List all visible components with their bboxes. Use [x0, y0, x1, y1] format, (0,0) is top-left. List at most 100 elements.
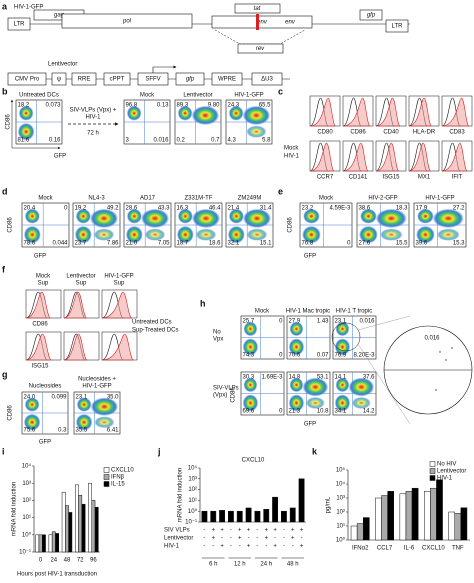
sign: -	[256, 528, 258, 534]
vector-label: CMV Pro	[15, 77, 40, 83]
density	[126, 105, 142, 121]
histogram-curve	[63, 333, 88, 361]
density	[191, 208, 221, 229]
quadrant-value: 0.016	[359, 319, 375, 325]
panel-letter: b	[2, 86, 8, 96]
bar	[298, 478, 305, 523]
histogram-curve	[25, 333, 52, 361]
zoom-value: 0.016	[424, 336, 440, 342]
legend-entry: HIV-1	[437, 476, 453, 482]
density	[432, 208, 464, 229]
vector-part	[51, 72, 67, 86]
zoom-gate	[331, 322, 361, 352]
marker-label: CD86	[32, 322, 48, 328]
construct-label: Lentivector	[48, 62, 77, 68]
density	[289, 321, 304, 337]
y-tick-label: 10⁰	[188, 508, 198, 515]
marker-label: CD80	[317, 130, 333, 136]
quadrant-value: 4.3	[228, 138, 237, 144]
gene-box	[61, 13, 193, 29]
legend-entry: HIV-1	[284, 154, 300, 160]
bar	[236, 510, 243, 523]
density	[375, 208, 407, 229]
density	[302, 225, 321, 244]
gene-label: pol	[122, 19, 132, 25]
y-tick-label: 10¹	[22, 515, 31, 521]
quadrant-value: 76.9	[335, 353, 347, 359]
marker-label: IFIT	[452, 175, 463, 181]
y-tick-label: 10²	[336, 510, 345, 516]
column-title: Sup	[38, 281, 49, 287]
density	[177, 208, 193, 224]
construct-label: HIV-1-GFP	[14, 5, 43, 11]
density	[242, 105, 271, 126]
y-tick-label: 10⁻¹	[19, 550, 31, 556]
legend-entry: Lentivector	[437, 469, 466, 475]
quadrant-value: 23.1	[335, 319, 347, 325]
quadrant-value: 14.8	[289, 375, 301, 381]
plot-title: Mock	[319, 196, 334, 202]
vector-label: RRE	[78, 77, 91, 83]
quadrant-value: 69.6	[243, 409, 255, 415]
histogram-curve	[101, 291, 133, 319]
quadrant-value: 35.5	[76, 428, 88, 434]
vector-part	[71, 72, 97, 86]
density	[24, 397, 40, 412]
histogram-curve	[375, 142, 400, 172]
quadrant-value: 81.6	[18, 138, 30, 144]
quadrant-value: 0	[279, 319, 283, 325]
sign: +	[264, 528, 268, 534]
column-title: HIV-1 Mac tropic	[286, 309, 330, 315]
density	[23, 413, 41, 431]
sign: -	[230, 544, 232, 550]
quadrant-value: 15.1	[260, 241, 272, 247]
quadrant-value: 25.7	[243, 319, 255, 325]
quadrant-value: 8.20E-3	[353, 353, 375, 359]
quadrant-value: 31.4	[260, 206, 272, 212]
sign: +	[220, 528, 224, 534]
bar	[363, 517, 370, 541]
density	[246, 125, 267, 138]
row-label: Lentivector	[164, 536, 193, 542]
sign: -	[248, 536, 250, 542]
quadrant-value: 38.6	[359, 206, 371, 212]
bar	[375, 497, 382, 541]
axis-label: CD86	[288, 217, 294, 233]
arrow-label: 72 h	[87, 131, 99, 137]
bar	[399, 493, 407, 541]
gene-label: rev	[256, 46, 265, 52]
legend-entry: No HIV	[437, 462, 456, 468]
sign: -	[274, 536, 276, 542]
x-tick-label: 24	[50, 558, 57, 564]
quadrant-value: 65.5	[259, 103, 271, 109]
sign: -	[283, 536, 285, 542]
sign: -	[221, 536, 223, 542]
quadrant-value: 0.7	[211, 138, 220, 144]
quadrant-value: 28.6	[126, 206, 138, 212]
histogram-curve	[25, 291, 51, 319]
quadrant-value: 15.5	[396, 241, 408, 247]
bar	[289, 507, 296, 523]
bar	[387, 491, 394, 541]
density	[75, 208, 91, 224]
quadrant-value: 18.6	[209, 241, 221, 247]
plot-title: NL4-3	[88, 196, 105, 202]
column-title: Sup	[76, 281, 87, 287]
quadrant-value: 21.0	[126, 241, 138, 247]
gene-label: tat	[254, 6, 261, 12]
y-tick-label: 10⁴	[336, 481, 346, 488]
sign: -	[203, 544, 205, 550]
density	[351, 396, 371, 409]
legend-entry: Sup-Treated DCs	[132, 328, 178, 334]
density	[334, 338, 351, 356]
quadrant-value: 15.3	[453, 241, 465, 247]
x-tick-label: 48	[64, 558, 71, 564]
row-label: Vpx	[213, 337, 223, 343]
marker-label: HLA-DR	[413, 130, 436, 136]
quadrant-value: 4.59E-3	[329, 206, 351, 212]
quadrant-value: 34.1	[335, 409, 347, 415]
density	[288, 338, 305, 356]
histogram-curve	[441, 97, 470, 127]
panel-letter: d	[2, 186, 8, 196]
gene-box	[385, 19, 409, 33]
